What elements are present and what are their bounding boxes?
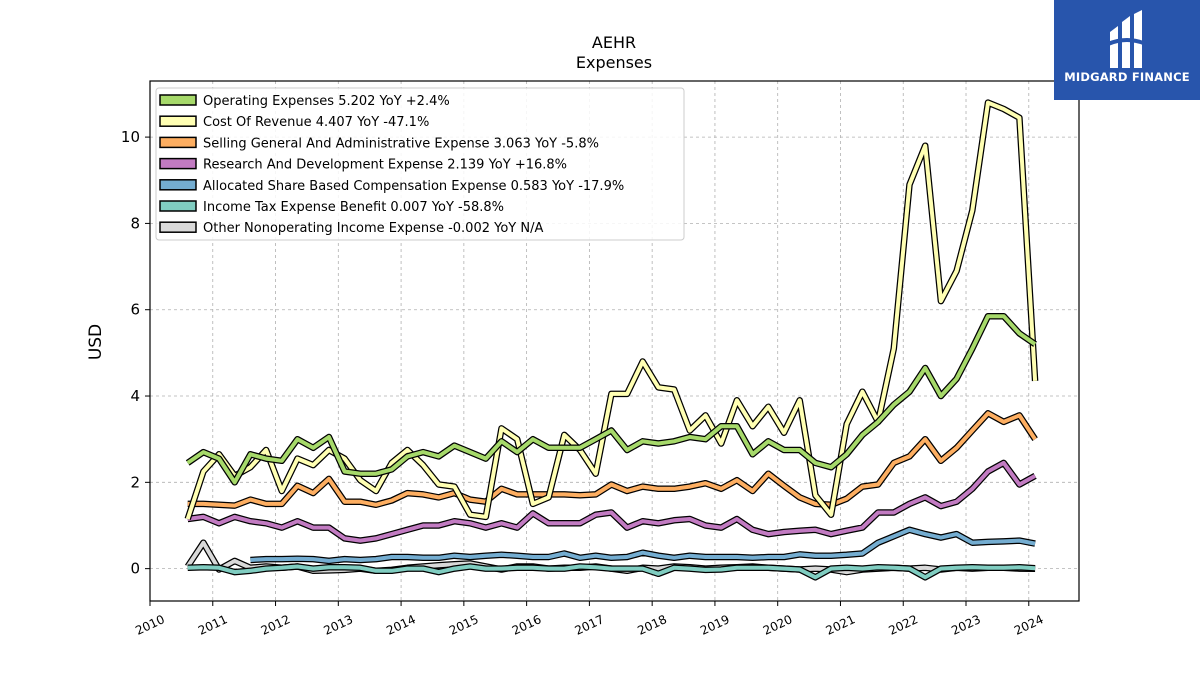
legend-swatch bbox=[159, 221, 197, 233]
series-line bbox=[250, 527, 1036, 563]
legend-label: Operating Expenses 5.202 YoY +2.4% bbox=[203, 94, 450, 109]
series-income-tax-expense-benefit bbox=[187, 563, 1036, 581]
series-line bbox=[186, 314, 1037, 485]
y-tick-label: 8 bbox=[130, 214, 140, 232]
y-tick-label: 0 bbox=[130, 560, 140, 578]
series-cost-of-revenue bbox=[184, 99, 1039, 521]
plot-frame bbox=[149, 80, 1080, 602]
brand-mark-icon bbox=[1107, 10, 1147, 68]
legend-label: Selling General And Administrative Expen… bbox=[203, 136, 599, 151]
legend: Operating Expenses 5.202 YoY +2.4% Cost O… bbox=[155, 87, 685, 241]
series-selling-general-and-administrative-expense bbox=[187, 410, 1038, 509]
y-tick-label: 4 bbox=[130, 387, 140, 405]
brand-logo: MIDGARD FINANCE bbox=[1054, 0, 1200, 100]
legend-label: Other Nonoperating Income Expense -0.002… bbox=[203, 221, 543, 236]
series-line bbox=[187, 564, 1036, 580]
series-research-and-development-expense bbox=[187, 459, 1037, 544]
series-line bbox=[185, 100, 1038, 520]
y-tick-label: 6 bbox=[130, 301, 140, 319]
legend-swatch bbox=[159, 200, 197, 212]
legend-swatch bbox=[159, 115, 197, 127]
legend-swatch bbox=[159, 157, 197, 170]
legend-label: Research And Development Expense 2.139 Y… bbox=[203, 158, 567, 173]
series-line bbox=[187, 460, 1037, 543]
y-tick-label: 2 bbox=[130, 473, 140, 491]
series-lines bbox=[184, 99, 1039, 581]
chart-title: AEHR bbox=[592, 33, 636, 52]
legend-swatch bbox=[159, 136, 197, 149]
y-tick-label: 10 bbox=[121, 128, 140, 146]
chart-subtitle: Expenses bbox=[576, 53, 652, 72]
legend-swatch bbox=[159, 94, 197, 106]
legend-label: Allocated Share Based Compensation Expen… bbox=[203, 179, 624, 194]
legend-label: Income Tax Expense Benefit 0.007 YoY -58… bbox=[203, 200, 504, 215]
series-line bbox=[187, 411, 1037, 508]
series-allocated-share-based-compensation-expense bbox=[250, 526, 1036, 565]
brand-name: MIDGARD FINANCE bbox=[1064, 70, 1190, 84]
legend-label: Cost Of Revenue 4.407 YoY -47.1% bbox=[203, 115, 429, 130]
legend-swatch bbox=[159, 179, 197, 191]
series-operating-expenses bbox=[185, 312, 1037, 486]
y-axis-label: USD bbox=[86, 324, 106, 360]
legend-box bbox=[155, 87, 685, 241]
